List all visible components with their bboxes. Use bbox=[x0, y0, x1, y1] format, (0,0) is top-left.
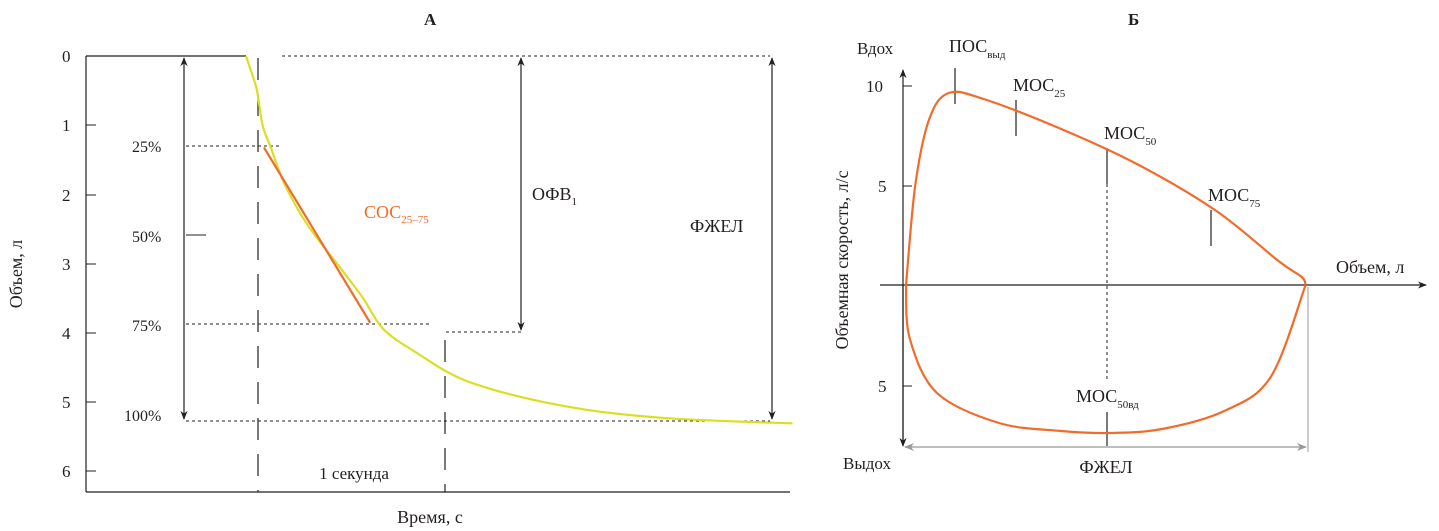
exhale-label: Выдох bbox=[843, 454, 891, 473]
b-y-tick-label: 10 bbox=[866, 77, 883, 96]
b-y-tick-label: 5 bbox=[878, 377, 887, 396]
mif50-label: МОС50вд bbox=[1076, 386, 1139, 411]
panel-a-y-label: Объем, л bbox=[6, 240, 26, 308]
y-tick-label: 3 bbox=[62, 255, 71, 274]
fvc-label-a: ФЖЕЛ bbox=[690, 216, 743, 236]
panel-a-data bbox=[244, 55, 793, 425]
mef25-label: МОС25 bbox=[1013, 75, 1066, 100]
fvc-curve bbox=[244, 55, 793, 425]
panel-b: Б Вдох Выдох Объемная скорость, л/с Объе… bbox=[832, 10, 1427, 477]
panel-b-y-label: Объемная скорость, л/с bbox=[832, 170, 852, 349]
expiratory-flow-curve bbox=[904, 90, 1307, 286]
y-tick-label: 0 bbox=[62, 47, 71, 66]
y-tick-label: 5 bbox=[62, 393, 71, 412]
percent-label-100: 100% bbox=[124, 408, 161, 425]
percent-label-50: 50% bbox=[132, 229, 161, 246]
percent-label-75: 75% bbox=[132, 318, 161, 335]
panel-a-title: А bbox=[424, 10, 437, 29]
y-tick-label: 6 bbox=[62, 462, 71, 481]
mef50-label: МОС50 bbox=[1104, 123, 1157, 148]
b-y-tick-label: 5 bbox=[878, 177, 887, 196]
fev1-label: ОФВ1 bbox=[532, 184, 577, 208]
fvc-label-b: ФЖЕЛ bbox=[1079, 457, 1132, 477]
pef-label: ПОСвыд bbox=[949, 36, 1006, 61]
panel-a-x-label: Время, с bbox=[397, 507, 463, 527]
inhale-label: Вдох bbox=[857, 39, 894, 58]
panel-b-x-label: Объем, л bbox=[1336, 257, 1404, 277]
soc-label: СОС25–75 bbox=[364, 202, 429, 226]
inspiratory-flow-curve bbox=[904, 284, 1307, 435]
y-tick-label: 1 bbox=[62, 116, 71, 135]
soc-segment bbox=[262, 146, 372, 324]
panel-b-data bbox=[904, 90, 1307, 435]
panel-a-y-ticks: 0 1 2 3 4 5 6 bbox=[62, 47, 96, 481]
panel-b-title: Б bbox=[1128, 10, 1139, 29]
panel-a: А 0 1 2 3 4 5 6 Объем, л Время, с 25% 50… bbox=[6, 10, 793, 527]
mef75-label: МОС75 bbox=[1208, 185, 1261, 210]
one-second-label: 1 секунда bbox=[319, 464, 389, 483]
percent-label-25: 25% bbox=[132, 139, 161, 156]
y-tick-label: 4 bbox=[62, 324, 71, 343]
y-tick-label: 2 bbox=[62, 186, 71, 205]
